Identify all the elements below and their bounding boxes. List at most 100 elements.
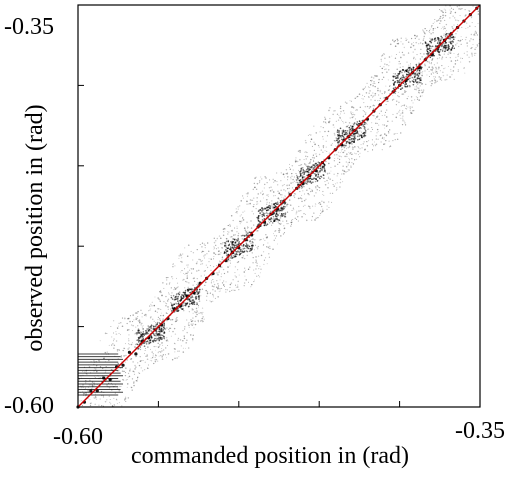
cluster-point bbox=[264, 224, 266, 227]
noise-point bbox=[278, 231, 280, 233]
cluster-point bbox=[156, 321, 159, 324]
scatter-point bbox=[121, 363, 125, 367]
noise-point bbox=[345, 161, 348, 163]
noise-point bbox=[156, 311, 158, 313]
noise-point bbox=[457, 19, 460, 22]
noise-point bbox=[176, 319, 179, 321]
noise-point bbox=[336, 187, 338, 189]
cluster-point bbox=[343, 136, 345, 139]
noise-point bbox=[410, 37, 413, 40]
x-tick-label-min: -0.60 bbox=[53, 424, 103, 450]
noise-point bbox=[145, 328, 148, 330]
noise-point bbox=[81, 400, 83, 402]
cluster-point bbox=[358, 127, 361, 130]
cluster-point bbox=[401, 76, 403, 79]
noise-point bbox=[285, 169, 288, 171]
noise-point bbox=[227, 233, 229, 235]
noise-point bbox=[402, 120, 404, 122]
noise-point bbox=[120, 355, 123, 357]
noise-point bbox=[209, 300, 211, 302]
noise-point bbox=[301, 187, 303, 189]
noise-point bbox=[430, 69, 432, 71]
cluster-point bbox=[236, 250, 239, 252]
noise-point bbox=[409, 86, 411, 88]
noise-point bbox=[124, 316, 126, 318]
noise-point bbox=[363, 89, 365, 91]
cluster-point bbox=[304, 171, 307, 173]
noise-point bbox=[134, 312, 137, 314]
cluster-point bbox=[338, 139, 341, 142]
noise-point bbox=[416, 83, 419, 86]
cluster-point bbox=[141, 333, 144, 335]
noise-point bbox=[415, 77, 417, 79]
noise-point bbox=[304, 163, 306, 165]
noise-point bbox=[249, 199, 251, 201]
noise-point bbox=[257, 245, 259, 248]
noise-point bbox=[277, 184, 279, 186]
noise-point bbox=[217, 274, 219, 276]
noise-point bbox=[366, 123, 368, 125]
noise-point bbox=[336, 154, 338, 156]
noise-point bbox=[381, 54, 384, 56]
noise-point bbox=[135, 366, 137, 368]
cluster-point bbox=[273, 203, 275, 205]
noise-point bbox=[410, 111, 412, 114]
cluster-point bbox=[300, 169, 303, 171]
cluster-point bbox=[283, 207, 286, 210]
noise-point bbox=[458, 45, 460, 48]
noise-point bbox=[80, 387, 82, 389]
noise-point bbox=[364, 105, 367, 108]
noise-point bbox=[422, 71, 424, 73]
noise-point bbox=[468, 56, 470, 58]
noise-point bbox=[370, 76, 373, 78]
noise-point bbox=[226, 231, 228, 233]
cluster-point bbox=[358, 120, 361, 123]
noise-point bbox=[320, 149, 323, 151]
noise-point bbox=[442, 26, 444, 28]
cluster-point bbox=[269, 205, 272, 207]
noise-point bbox=[239, 223, 241, 225]
cluster-point bbox=[310, 182, 313, 184]
noise-point bbox=[334, 165, 336, 167]
noise-point bbox=[450, 70, 452, 72]
cluster-point bbox=[251, 246, 253, 249]
noise-point bbox=[182, 351, 185, 353]
noise-point bbox=[441, 10, 443, 12]
noise-point bbox=[366, 82, 368, 85]
cluster-point bbox=[410, 67, 413, 70]
noise-point bbox=[171, 358, 174, 361]
noise-point bbox=[135, 355, 137, 357]
noise-point bbox=[130, 386, 133, 389]
noise-point bbox=[122, 349, 124, 352]
cluster-point bbox=[157, 338, 160, 340]
noise-point bbox=[414, 99, 416, 101]
noise-point bbox=[114, 405, 116, 407]
cluster-point bbox=[447, 32, 449, 35]
noise-point bbox=[99, 376, 102, 379]
noise-point bbox=[168, 283, 171, 285]
cluster-point bbox=[429, 50, 432, 52]
noise-point bbox=[222, 268, 225, 271]
noise-point bbox=[243, 282, 246, 284]
noise-point bbox=[254, 272, 256, 274]
noise-point bbox=[132, 324, 134, 327]
cluster-point bbox=[195, 297, 198, 300]
noise-point bbox=[422, 30, 424, 32]
noise-point bbox=[217, 285, 220, 287]
noise-point bbox=[327, 177, 330, 180]
noise-point bbox=[354, 146, 356, 148]
scatter-point bbox=[127, 350, 132, 354]
noise-point bbox=[204, 254, 206, 256]
noise-point bbox=[277, 229, 279, 231]
noise-point bbox=[231, 289, 233, 291]
noise-point bbox=[342, 110, 345, 112]
cluster-point bbox=[184, 304, 187, 307]
noise-point bbox=[122, 378, 124, 381]
noise-point bbox=[316, 189, 318, 191]
noise-point bbox=[229, 259, 231, 262]
noise-point bbox=[341, 119, 343, 121]
cluster-point bbox=[233, 256, 236, 258]
noise-point bbox=[244, 269, 246, 271]
cluster-point bbox=[437, 38, 439, 41]
noise-point bbox=[431, 69, 433, 71]
